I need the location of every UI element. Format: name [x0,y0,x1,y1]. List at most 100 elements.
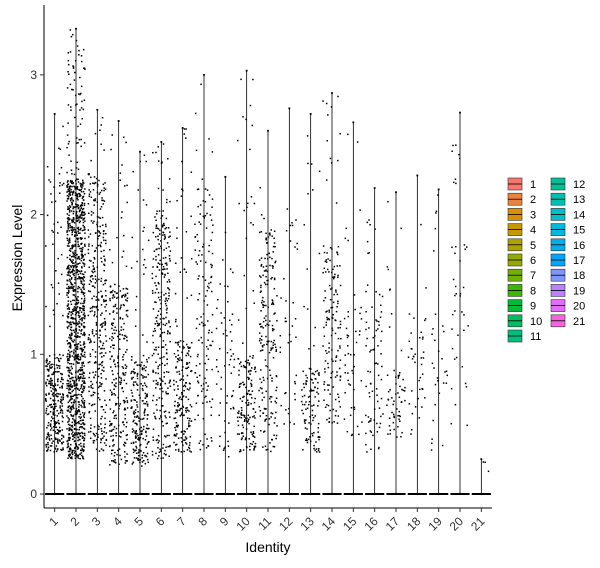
data-point [240,438,243,441]
data-point [46,363,49,366]
data-point [82,211,85,214]
data-point [76,227,79,229]
data-point [76,448,79,450]
data-point [346,334,349,336]
data-point [126,297,129,300]
data-point [190,451,193,453]
data-point [238,450,241,453]
data-point [168,255,171,257]
data-point [90,384,92,387]
data-point [59,405,61,407]
data-point [441,444,444,447]
data-point [181,160,183,163]
data-point [272,347,274,349]
data-point [305,438,308,440]
data-point [243,395,245,398]
data-point [158,451,161,454]
data-point [68,249,71,252]
data-point [75,214,77,216]
data-point [76,454,79,457]
data-point [395,376,397,378]
data-point [68,230,70,232]
data-point [49,449,52,452]
legend-item-16: 16 [550,238,585,252]
data-point [57,419,60,422]
data-point [114,365,117,368]
data-point [80,257,83,259]
data-point [420,223,422,226]
data-point [168,178,171,180]
data-point [434,313,437,315]
data-point [74,411,77,413]
data-point [95,296,98,298]
data-point [262,304,264,306]
data-point [105,232,107,235]
data-point [207,358,210,361]
data-point [75,312,77,315]
data-point [52,429,55,432]
data-point [369,382,372,385]
data-point [67,353,69,355]
data-point [309,395,311,398]
data-point [206,438,208,440]
data-point [82,450,85,453]
data-point [98,234,101,237]
data-point [69,343,72,346]
data-point [68,214,70,217]
data-point [164,436,167,438]
data-point [335,356,337,358]
x-tick-label: 21 [468,514,488,534]
data-point [253,302,256,304]
data-point [78,49,80,52]
data-point [97,230,99,232]
data-point [84,351,86,354]
data-point [83,449,85,451]
data-point [79,367,82,369]
data-point [59,426,61,429]
data-point [194,112,197,115]
data-point [76,383,78,385]
violin-group-7 [173,127,193,496]
data-point [111,322,113,325]
data-point [159,313,162,316]
data-point [179,408,182,410]
data-point [161,397,163,400]
data-point [165,416,167,419]
data-point [306,439,308,442]
data-point [337,274,339,277]
data-point [175,409,178,411]
data-point [58,173,61,175]
data-point [339,345,341,347]
data-point [71,247,73,250]
data-point [74,347,77,349]
data-point [275,348,278,351]
data-point [335,410,337,412]
data-point [159,448,161,450]
data-point [75,453,77,455]
data-point [56,232,59,234]
data-point [138,417,140,419]
data-point [204,261,207,264]
data-point [126,421,128,424]
data-point [272,265,274,268]
data-point [125,382,128,385]
data-point [71,202,74,205]
data-point [178,373,181,375]
data-point [260,230,263,233]
data-point [49,404,52,406]
data-point [333,421,335,423]
data-point [160,457,163,460]
data-point [81,202,84,205]
data-point [446,374,449,377]
data-point [70,229,73,231]
data-point [204,433,206,436]
data-point [274,312,276,314]
data-point [165,247,168,250]
data-point [204,362,207,365]
data-point [76,220,79,222]
data-point [78,195,81,198]
data-point [123,234,125,237]
data-point [157,146,160,148]
data-point [89,310,92,313]
data-point [79,76,81,79]
